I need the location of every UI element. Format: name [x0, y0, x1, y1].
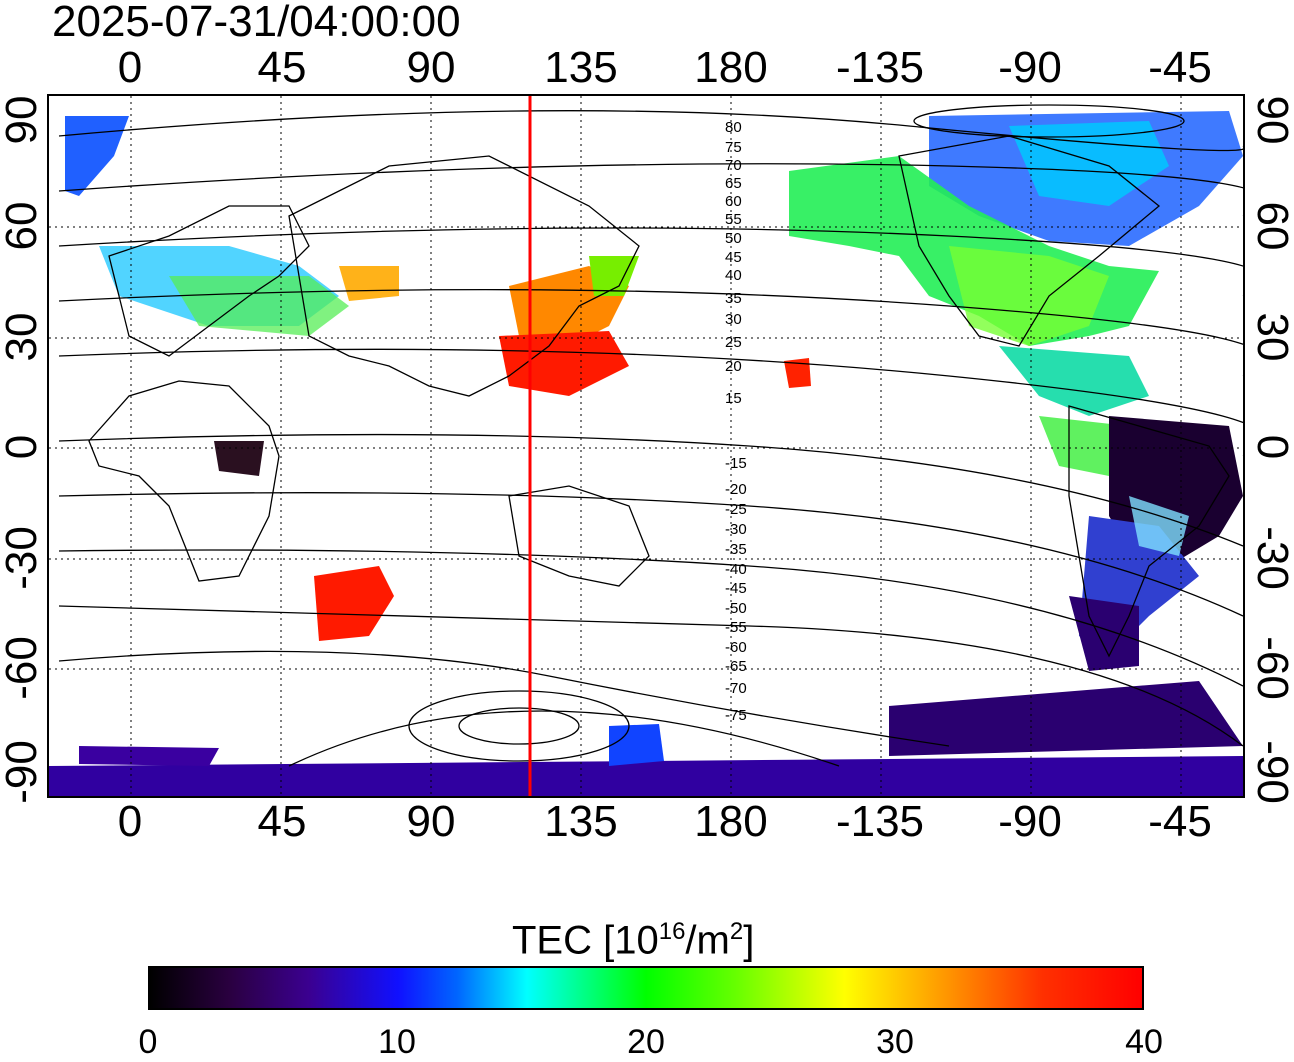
contour-label: -40	[725, 561, 747, 578]
tec-region	[79, 746, 219, 766]
contour-label: -35	[725, 541, 747, 558]
tec-region	[999, 346, 1149, 416]
top-lon-label: -135	[835, 43, 925, 92]
colorbar-title-suffix: ]	[743, 918, 755, 963]
tec-data-layer	[49, 111, 1243, 796]
top-lon-label: 135	[544, 43, 618, 92]
bottom-lon-label: 90	[406, 797, 456, 846]
contour-label: -60	[725, 639, 747, 656]
bottom-lon-label: 45	[257, 797, 307, 846]
left-lat-label: 90	[0, 95, 46, 145]
contour-label: 20	[725, 358, 742, 375]
contour-label: -55	[725, 619, 747, 636]
contour-label: -25	[725, 501, 747, 518]
magnetic-latitude-contours	[58, 104, 1243, 762]
colorbar-tick-label: 0	[138, 1023, 158, 1061]
colorbar-title: TEC [1016/m2]	[512, 908, 754, 964]
top-lon-label: -90	[998, 43, 1062, 92]
contour-label: -15	[725, 455, 747, 472]
tec-region	[499, 331, 629, 396]
contour-label: 25	[725, 334, 742, 351]
right-lat-label: 30	[1248, 312, 1294, 362]
colorbar-title-exp1: 16	[658, 918, 686, 945]
bottom-lon-label: 0	[117, 797, 143, 846]
contour-label: 50	[725, 230, 742, 247]
tec-region	[1039, 416, 1129, 476]
contour-label: -45	[725, 580, 747, 597]
tec-region	[1009, 121, 1169, 206]
colorbar-tick-label: 10	[378, 1023, 416, 1061]
tec-region	[314, 566, 394, 641]
left-lat-label: -90	[0, 740, 46, 804]
contour-label: -65	[725, 658, 747, 675]
tec-map: 80 75 70 65 60 55 50 45 40 35 30 25 20 1…	[47, 94, 1245, 798]
contour-label: 80	[725, 119, 742, 136]
contour-label: -50	[725, 600, 747, 617]
tec-region	[169, 276, 349, 336]
right-lat-label: 60	[1248, 201, 1294, 251]
colorbar-tick-label: 40	[1125, 1023, 1163, 1061]
tec-region	[889, 681, 1243, 756]
left-lat-label: 60	[0, 201, 46, 251]
contour-label: 30	[725, 311, 742, 328]
contour-label: 55	[725, 211, 742, 228]
coastlines	[88, 135, 1230, 767]
bottom-lon-label: -45	[1148, 797, 1212, 846]
contour-label: 65	[725, 175, 742, 192]
top-lon-label: -45	[1148, 43, 1212, 92]
contour-label: 45	[725, 249, 742, 266]
colorbar-title-mid: /m	[685, 918, 730, 963]
left-lat-label: 30	[0, 312, 46, 362]
left-lat-label: 0	[0, 434, 46, 460]
contour-label: -20	[725, 481, 747, 498]
top-lon-label: 0	[117, 43, 143, 92]
tec-region	[214, 441, 264, 476]
map-timestamp: 2025-07-31/04:00:00	[52, 0, 461, 46]
right-lat-label: -30	[1248, 526, 1294, 590]
bottom-lon-label: -90	[998, 797, 1062, 846]
right-lat-label: -60	[1248, 636, 1294, 700]
right-lat-label: 90	[1248, 95, 1294, 145]
bottom-lon-label: -135	[835, 797, 925, 846]
colorbar-tick-label: 30	[876, 1023, 914, 1061]
contour-label: -70	[725, 680, 747, 697]
top-lon-label: 45	[257, 43, 307, 92]
bottom-lon-label: 135	[544, 797, 618, 846]
contour-label: 70	[725, 157, 742, 174]
top-lon-label: 90	[406, 43, 456, 92]
tec-region	[65, 116, 129, 196]
tec-region	[609, 724, 664, 766]
tec-region	[49, 756, 1243, 796]
colorbar-title-prefix: TEC [10	[512, 918, 659, 963]
contour-label: -30	[725, 521, 747, 538]
tec-region	[784, 358, 811, 388]
bottom-lon-label: 180	[694, 797, 768, 846]
tec-region	[949, 246, 1109, 346]
colorbar-title-exp2: 2	[729, 918, 744, 945]
left-lat-label: -30	[0, 526, 46, 590]
colorbar-tick-label: 20	[627, 1023, 665, 1061]
contour-label: 40	[725, 267, 742, 284]
contour-labels: 80 75 70 65 60 55 50 45 40 35 30 25 20 1…	[725, 119, 747, 724]
contour-label: 60	[725, 193, 742, 210]
tec-region	[589, 256, 639, 296]
left-lat-label: -60	[0, 636, 46, 700]
top-lon-label: 180	[694, 43, 768, 92]
contour-label: 15	[725, 390, 742, 407]
tec-region	[339, 266, 399, 301]
contour-label: 35	[725, 290, 742, 307]
right-lat-label: -90	[1248, 740, 1294, 804]
tec-region	[1069, 596, 1139, 671]
contour-label: 75	[725, 139, 742, 156]
tec-map-canvas: 80 75 70 65 60 55 50 45 40 35 30 25 20 1…	[49, 96, 1243, 796]
contour-label: -75	[725, 707, 747, 724]
right-lat-label: 0	[1248, 434, 1294, 460]
colorbar	[148, 966, 1144, 1010]
